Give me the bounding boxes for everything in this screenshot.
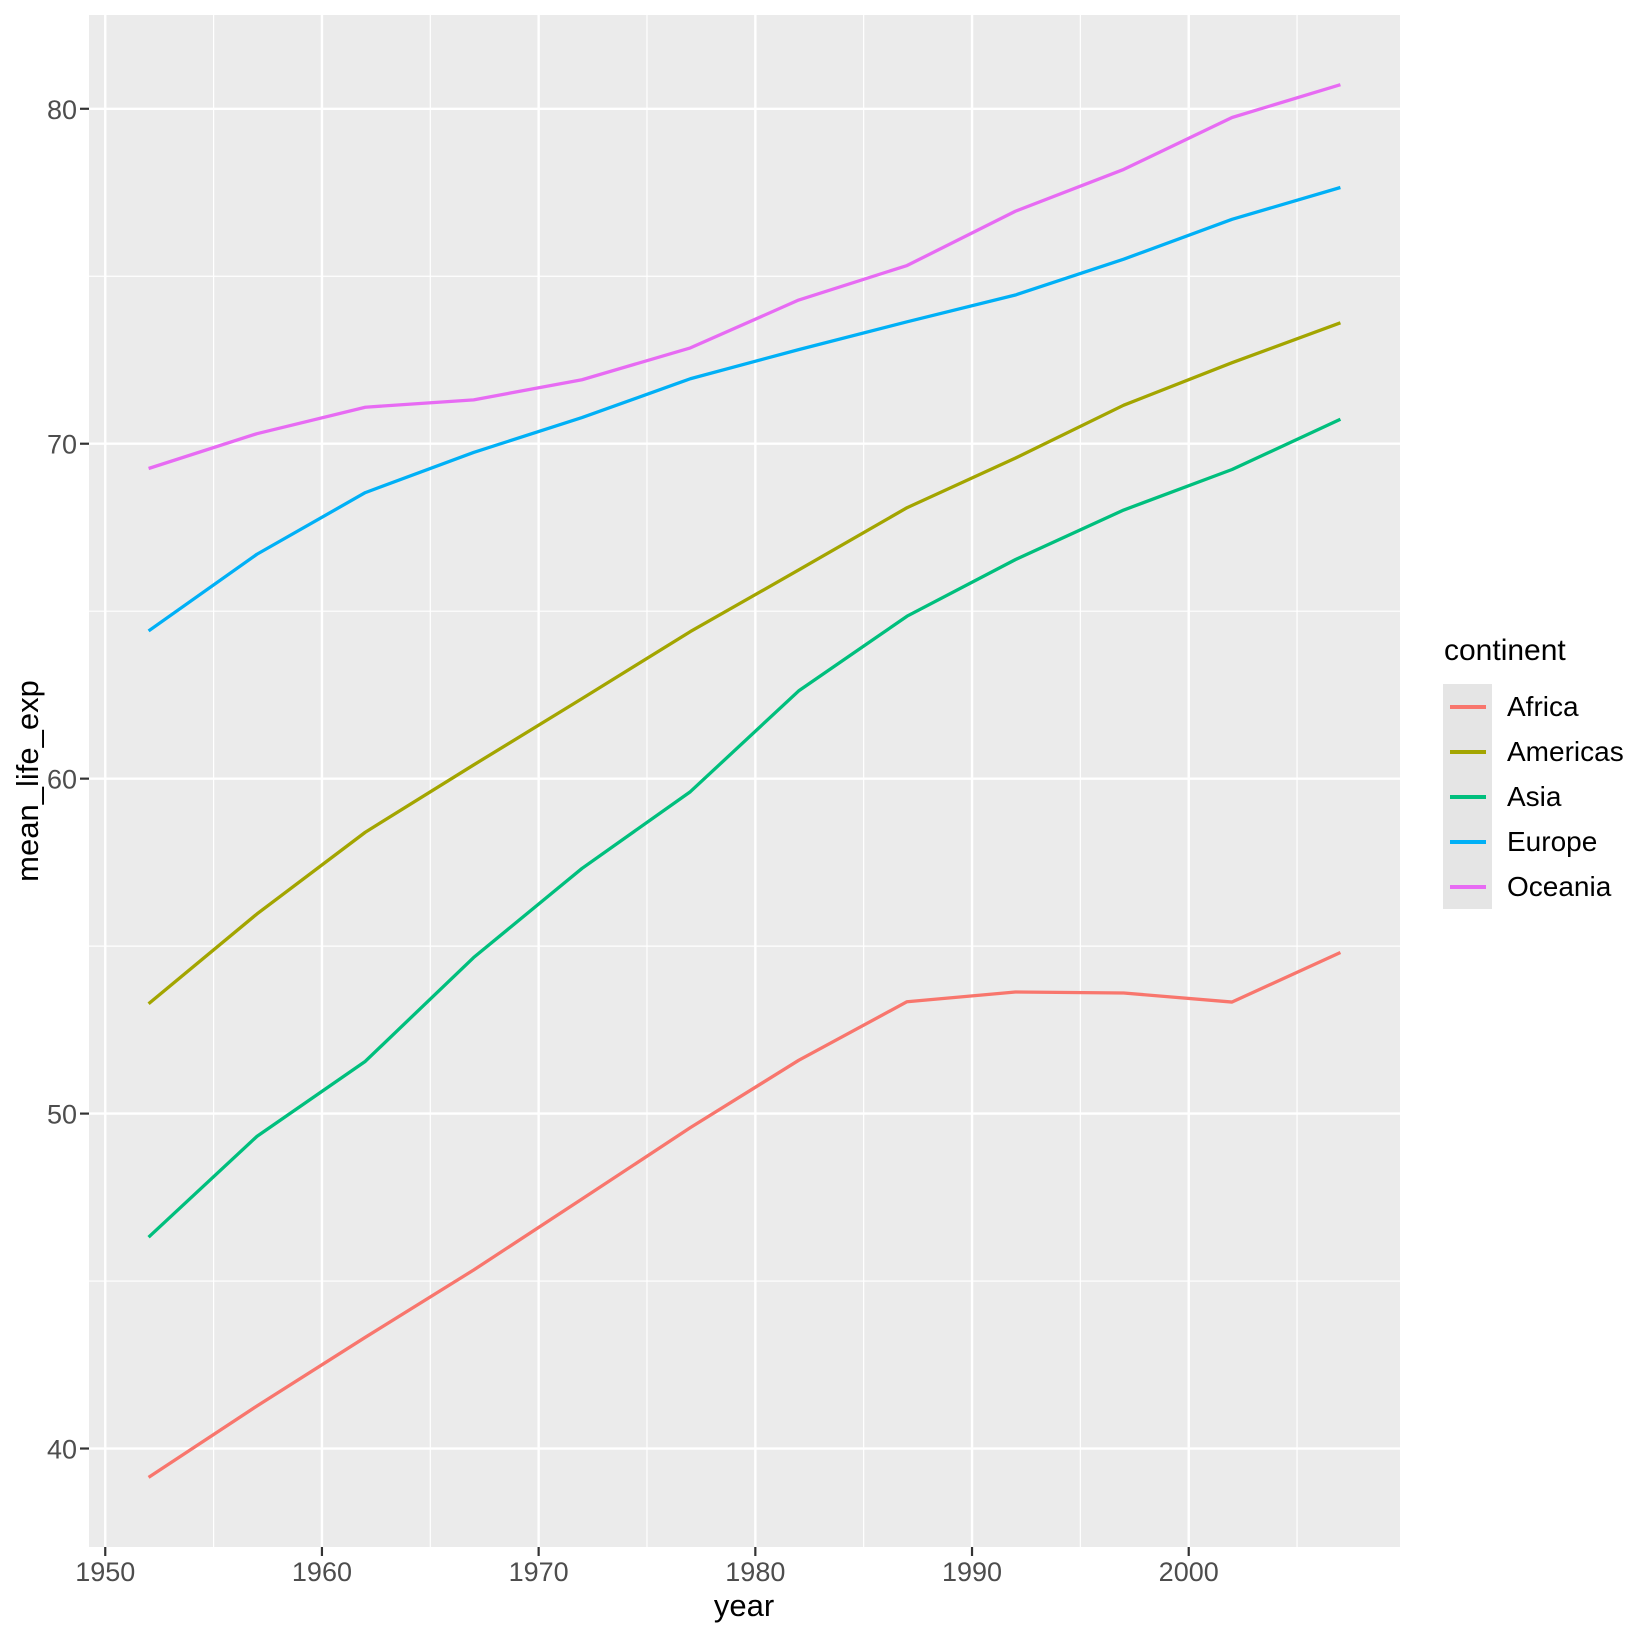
legend-line-swatch [1449,749,1486,754]
x-tick-label: 1970 [509,1557,569,1587]
x-tick-label: 1990 [942,1557,1002,1587]
legend-label: Oceania [1507,870,1612,902]
x-axis-title: year [714,1588,774,1623]
x-tick-label: 2000 [1159,1557,1219,1587]
x-tick-label: 1950 [75,1557,135,1587]
legend-key [1443,819,1492,864]
legend-label: Africa [1507,690,1579,722]
series-line-africa [147,950,1342,1479]
legend-key [1443,774,1492,819]
x-tick-label: 1980 [725,1557,785,1587]
legend-items: Africa Americas Asia Europe Oceania [1443,684,1624,909]
y-tick-label: 40 [47,1435,77,1465]
legend-item-oceania: Oceania [1443,864,1624,909]
legend-line-swatch [1449,794,1486,799]
x-tick-label: 1960 [292,1557,352,1587]
legend-item-americas: Americas [1443,729,1624,774]
y-tick-label: 70 [47,430,77,460]
series-line-oceania [148,83,1341,471]
legend-key [1443,864,1492,909]
legend-item-africa: Africa [1443,684,1624,729]
panel-background [89,15,1400,1547]
legend-label: Europe [1507,825,1598,857]
legend-key [1443,684,1492,729]
legend-label: Asia [1507,780,1562,812]
legend-title: continent [1444,634,1566,667]
legend-line-swatch [1449,884,1486,889]
legend-label: Americas [1507,735,1624,767]
legend-line-swatch [1449,839,1486,844]
series-line-europe [147,185,1341,633]
legend-item-asia: Asia [1443,774,1624,819]
legend-item-europe: Europe [1443,819,1624,864]
legend: continent Africa Americas Asia Europe Oceani… [1443,634,1624,909]
y-tick-label: 50 [47,1100,77,1130]
plot-panel: 1950 1960 1970 1980 1990 2000 40 50 60 70 80 [47,15,1400,1587]
y-tick-label: 80 [47,95,77,125]
legend-line-swatch [1449,704,1486,709]
legend-key [1443,729,1492,774]
y-tick-label: 60 [47,765,77,795]
series-line-asia [147,417,1342,1239]
y-axis-title: mean_life_exp [10,680,45,882]
series-line-americas [147,321,1341,1006]
